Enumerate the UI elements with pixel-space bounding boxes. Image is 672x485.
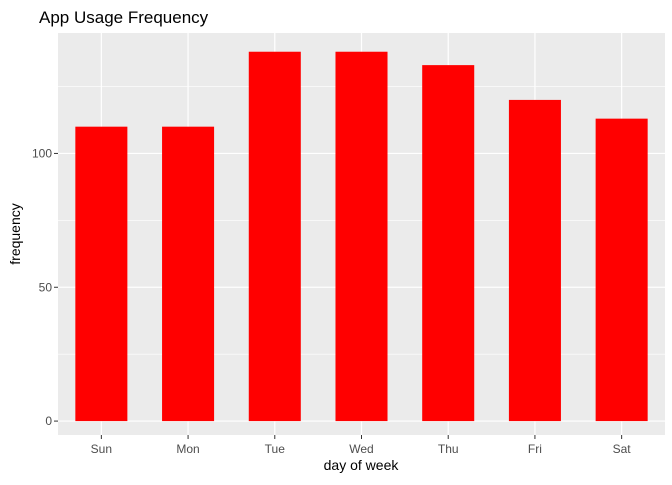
bars — [75, 51, 648, 422]
bar-tue — [248, 51, 301, 422]
y-tick-label: 100 — [32, 146, 52, 160]
x-tick-label: Wed — [349, 442, 373, 456]
bar-sun — [75, 126, 128, 422]
x-tick-label: Fri — [528, 442, 542, 456]
bar-wed — [335, 51, 388, 422]
x-tick-label: Mon — [176, 442, 199, 456]
bar-fri — [508, 99, 561, 422]
x-axis-ticks: Sun Mon Tue Wed Thu Fri Sat — [91, 435, 632, 456]
x-axis-title: day of week — [324, 457, 400, 473]
chart-title: App Usage Frequency — [39, 8, 209, 27]
y-tick-label: 0 — [45, 414, 52, 428]
y-tick-label: 50 — [39, 280, 53, 294]
y-axis-ticks: 0 50 100 — [32, 146, 58, 428]
bar-mon — [162, 126, 215, 422]
x-tick-label: Sun — [91, 442, 112, 456]
x-tick-label: Sat — [613, 442, 632, 456]
x-tick-label: Tue — [265, 442, 286, 456]
bar-sat — [595, 118, 648, 422]
x-tick-label: Thu — [438, 442, 459, 456]
y-axis-title: frequency — [7, 203, 23, 264]
bar-thu — [422, 65, 475, 422]
